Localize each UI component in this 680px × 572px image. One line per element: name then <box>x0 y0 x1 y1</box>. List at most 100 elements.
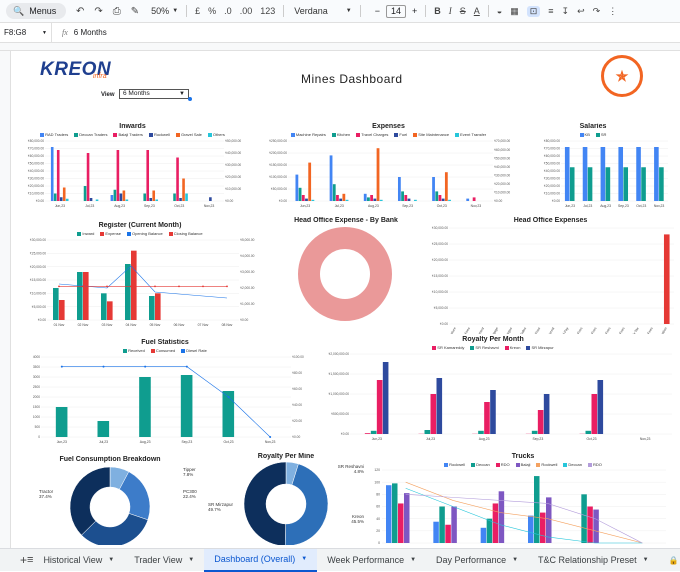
y-tick-label: ₹40,000.00 <box>28 169 44 173</box>
increase-font-button[interactable]: + <box>412 6 417 16</box>
y-tick-label: ₹5,000.00 <box>434 306 449 310</box>
donut-slice <box>70 467 110 535</box>
bar <box>373 199 376 201</box>
bar <box>63 188 66 202</box>
sheet-tab[interactable]: T&C Relationship Preset▼ <box>528 549 659 572</box>
sheet-tab[interactable]: Trader View▼ <box>124 549 204 572</box>
borders-icon[interactable]: ▦ <box>510 6 519 17</box>
x-tick-label: Total Pay <box>559 326 570 334</box>
print-icon[interactable]: ⎙ <box>113 6 121 17</box>
rotate-icon[interactable]: ↷ <box>593 6 601 17</box>
currency-button[interactable]: £ <box>195 6 200 16</box>
bar <box>404 195 407 201</box>
zoom-select[interactable]: 50%▼ <box>151 6 178 16</box>
bold-button[interactable]: B <box>434 6 441 16</box>
italic-button[interactable]: I <box>449 6 452 16</box>
x-tick-label: Oct,23 <box>437 204 447 208</box>
more-formats-button[interactable]: 123 <box>260 6 275 16</box>
decrease-font-button[interactable]: − <box>375 6 380 16</box>
x-tick-label: Lawyer Fees <box>570 326 583 334</box>
bar <box>57 150 60 201</box>
font-size-input[interactable]: 14 <box>386 5 406 18</box>
page-title: Mines Dashboard <box>301 72 403 86</box>
chevron-down-icon[interactable]: ▼ <box>301 556 307 562</box>
column-headers[interactable] <box>0 43 680 51</box>
sheet-tab[interactable]: Day Performance▼ <box>426 549 528 572</box>
sheet-tab[interactable]: 🔒Data <box>659 549 680 572</box>
ho-expenses-chart[interactable]: Head Office Expenses₹0.00₹5,000.00₹10,00… <box>421 217 680 337</box>
bar <box>538 410 544 434</box>
decrease-decimal-button[interactable]: .0 <box>224 6 232 16</box>
chevron-down-icon[interactable]: ▼ <box>512 557 518 563</box>
y-tick-label: ₹15,000.00 <box>432 274 448 278</box>
text-color-button[interactable]: A <box>474 6 480 16</box>
paint-format-icon[interactable]: ✎ <box>131 6 139 17</box>
selection-handle[interactable] <box>188 97 192 101</box>
x-tick-label: Transfer Fees <box>457 326 471 334</box>
name-box[interactable]: F8:G8 ▼ <box>0 23 52 42</box>
formula-input[interactable]: 6 Months <box>74 28 107 37</box>
merge-cells-icon[interactable]: ⊡ <box>527 6 541 17</box>
bar <box>302 195 305 201</box>
sheet-tab[interactable]: Dashboard (Overall)▼ <box>204 549 317 572</box>
x-tick-label: Jun,23 <box>55 204 65 208</box>
line-point <box>154 286 156 288</box>
strikethrough-button[interactable]: S <box>460 6 466 16</box>
y-tick-label: 3500 <box>33 365 40 369</box>
y2-tick-label: ₹10,000.00 <box>225 187 241 191</box>
y2-tick-label: ₹100.00 <box>292 355 304 359</box>
bar <box>59 300 65 320</box>
bar <box>152 191 155 202</box>
bar <box>123 191 126 202</box>
bar <box>583 147 588 201</box>
wrap-icon[interactable]: ↩ <box>577 6 585 17</box>
x-tick-label: 03 Nov <box>102 323 113 327</box>
undo-icon[interactable]: ↶ <box>76 6 84 17</box>
cell-reference: F8:G8 <box>4 28 26 37</box>
fill-color-icon[interactable]: ◒ <box>497 6 502 16</box>
y-tick-label: ₹10,000.00 <box>30 292 46 296</box>
font-select[interactable]: Verdana▼ <box>294 6 351 16</box>
row-headers[interactable] <box>0 51 11 548</box>
bar <box>445 172 448 201</box>
y2-tick-label: ₹30,000.00 <box>225 163 241 167</box>
more-icon[interactable]: ⋮ <box>608 6 617 17</box>
bar <box>490 390 496 434</box>
view-dropdown[interactable]: 6 Months ▼ <box>119 89 189 99</box>
y2-tick-label: ₹50,000.00 <box>225 139 241 143</box>
chevron-down-icon[interactable]: ▼ <box>410 557 416 563</box>
y-tick-label: ₹0.00 <box>38 318 46 322</box>
redo-icon[interactable]: ↷ <box>94 6 102 17</box>
add-sheet-button[interactable]: + <box>20 553 27 567</box>
search-menus[interactable]: 🔍 Menus <box>6 3 66 19</box>
chevron-down-icon[interactable]: ▼ <box>643 557 649 563</box>
y-tick-label: 60 <box>376 505 380 509</box>
y2-tick-label: ₹40,000.00 <box>225 151 241 155</box>
ho-bank-chart[interactable]: Head Office Expense - By Bank <box>271 217 421 332</box>
divider <box>186 5 187 17</box>
x-tick-label: Commission Fees <box>580 326 597 334</box>
bar <box>182 179 185 202</box>
sheet-grid[interactable]: KREON infra Mines Dashboard ✯ View 6 Mon… <box>11 51 680 548</box>
y2-tick-label: ₹0.00 <box>225 199 233 203</box>
y2-tick-label: ₹80.00 <box>292 371 302 375</box>
y-tick-label: 4000 <box>33 355 40 359</box>
percent-button[interactable]: % <box>208 6 216 16</box>
increase-decimal-button[interactable]: .00 <box>240 6 253 16</box>
chevron-down-icon[interactable]: ▼ <box>188 557 194 563</box>
align-icon[interactable]: ≡ <box>548 6 553 16</box>
valign-icon[interactable]: ↧ <box>562 6 570 17</box>
sheet-tab[interactable]: Week Performance▼ <box>317 549 426 572</box>
sheet-tab[interactable]: Historical View▼ <box>33 549 124 572</box>
chevron-down-icon[interactable]: ▼ <box>108 557 114 563</box>
